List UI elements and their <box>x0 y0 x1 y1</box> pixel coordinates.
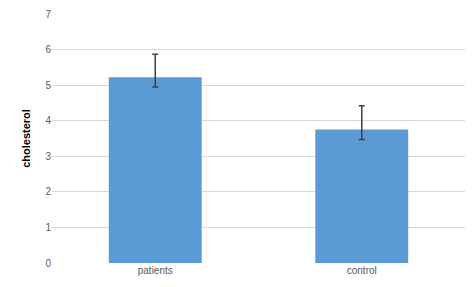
svg-text:4: 4 <box>45 115 51 126</box>
svg-text:0: 0 <box>45 258 51 269</box>
svg-text:3: 3 <box>45 151 51 162</box>
svg-text:cholesterol: cholesterol <box>20 109 32 168</box>
svg-text:2: 2 <box>45 186 51 197</box>
svg-text:7: 7 <box>45 9 51 20</box>
svg-text:control: control <box>347 265 377 276</box>
svg-text:1: 1 <box>45 222 51 233</box>
svg-text:5: 5 <box>45 80 51 91</box>
svg-text:patients: patients <box>138 265 173 276</box>
svg-text:6: 6 <box>45 44 51 55</box>
